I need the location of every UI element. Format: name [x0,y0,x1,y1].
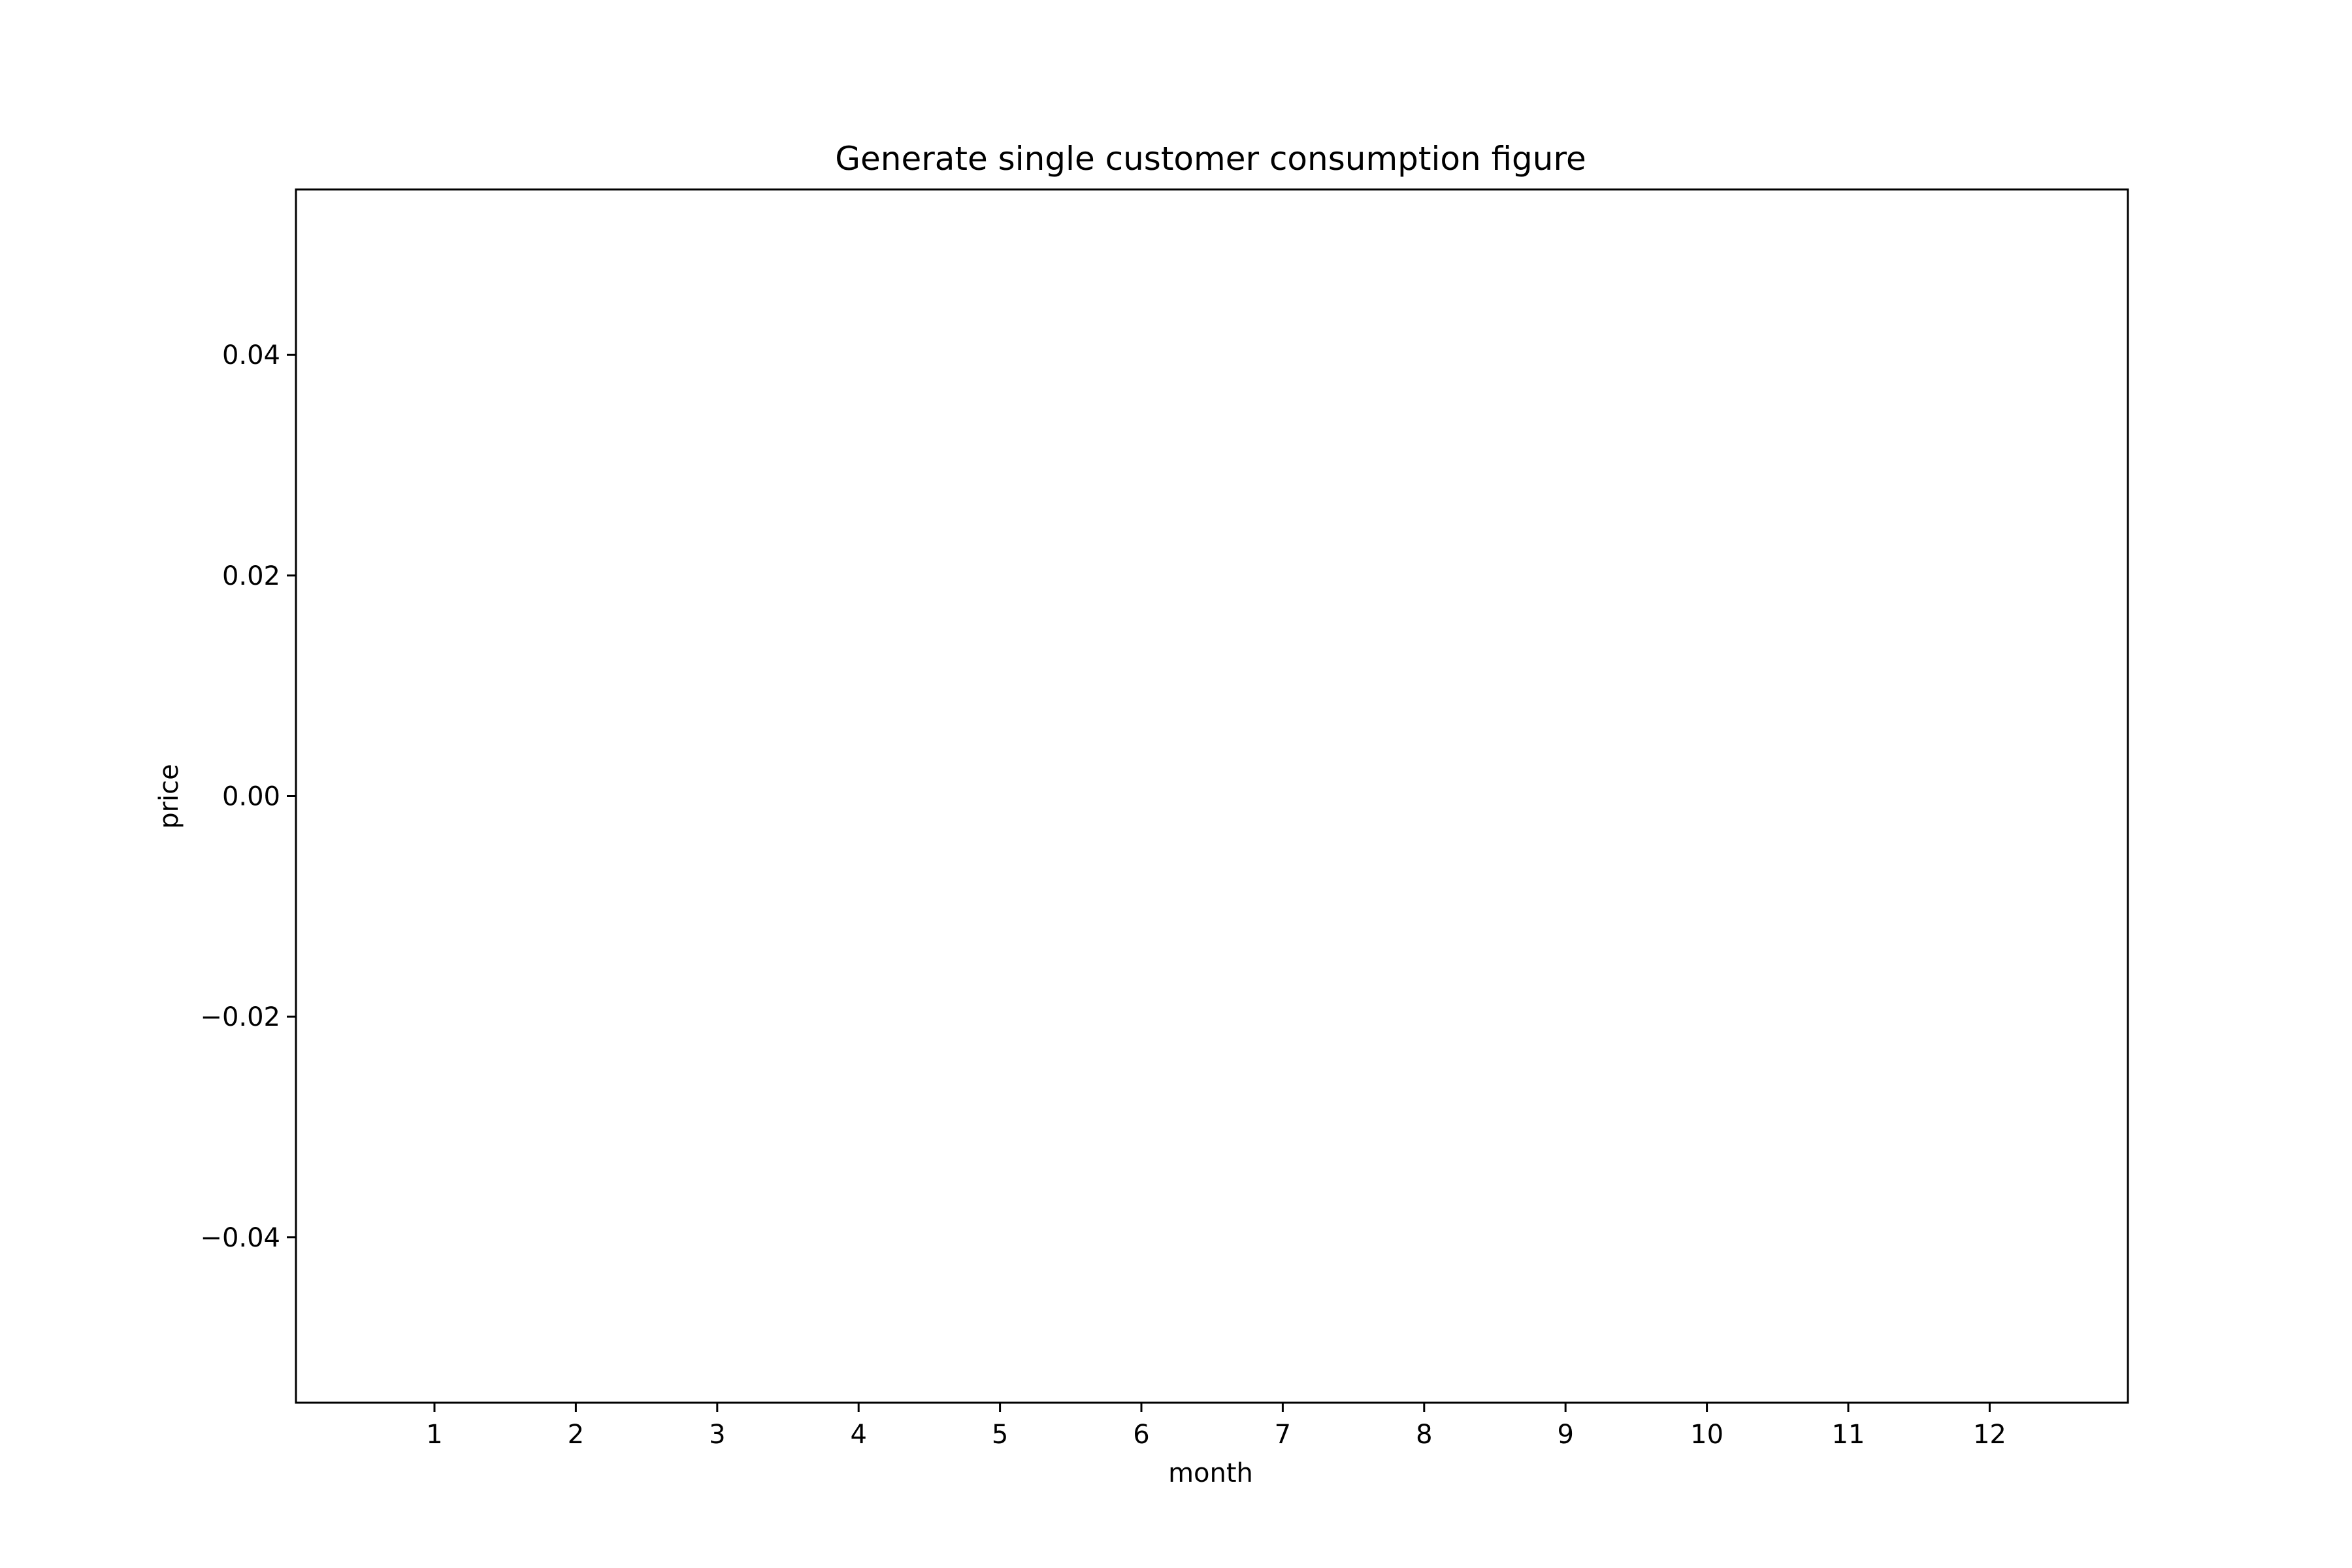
x-tick-label: 3 [709,1420,725,1450]
x-axis: 1 2 3 4 5 6 7 8 9 10 11 12 [426,1403,2006,1450]
plot-frame [295,188,2129,1404]
x-axis-label: month [1168,1458,1253,1488]
x-tick-label: 9 [1557,1420,1573,1450]
x-tick-label: 6 [1133,1420,1149,1450]
x-tick-label: 11 [1832,1420,1865,1450]
x-tick-label: 12 [1973,1420,2006,1450]
chart-title: Generate single customer consumption fig… [835,140,1586,178]
x-tick-label: 8 [1416,1420,1432,1450]
x-tick-label: 1 [426,1420,442,1450]
y-tick-label: 0.02 [222,561,280,591]
x-tick-label: 10 [1690,1420,1723,1450]
y-tick-label: 0.04 [222,340,280,370]
y-axis: 0.04 0.02 0.00 −0.02 −0.04 [200,340,296,1253]
y-axis-label: price [154,764,184,829]
x-tick-label: 7 [1275,1420,1291,1450]
y-tick-label: 0.00 [222,782,280,812]
x-tick-label: 2 [568,1420,584,1450]
x-tick-label: 5 [992,1420,1008,1450]
y-tick-label: −0.02 [200,1002,280,1032]
y-tick-label: −0.04 [200,1223,280,1253]
x-tick-label: 4 [850,1420,866,1450]
